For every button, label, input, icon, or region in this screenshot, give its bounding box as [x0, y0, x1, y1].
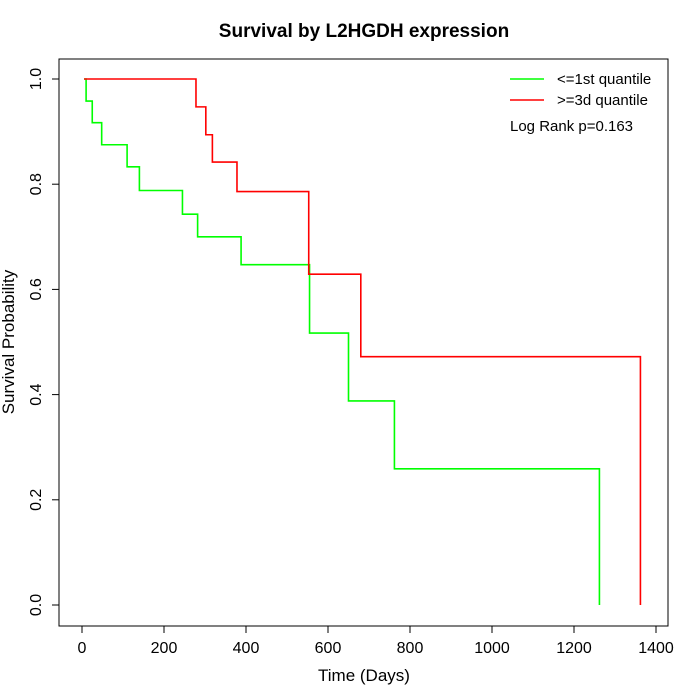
x-tick-label: 400	[233, 640, 260, 657]
series-line-1	[84, 78, 642, 605]
legend: <=1st quantile >=3d quantile	[510, 71, 651, 109]
x-tick-label: 1200	[556, 640, 592, 657]
series-layer	[84, 78, 642, 605]
y-tick-label: 1.0	[28, 68, 45, 90]
log-rank-annotation: Log Rank p=0.163	[510, 118, 633, 135]
x-axis-label: Time (Days)	[318, 666, 410, 685]
y-tick-label: 0.0	[28, 594, 45, 616]
legend-label: <=1st quantile	[557, 71, 651, 88]
x-tick-label: 1000	[474, 640, 510, 657]
x-tick-label: 600	[315, 640, 342, 657]
y-tick-label: 0.2	[28, 489, 45, 511]
series-line-0	[84, 78, 601, 605]
y-axis-label: Survival Probability	[0, 269, 18, 414]
x-tick-label: 200	[151, 640, 178, 657]
y-tick-label: 0.6	[28, 278, 45, 300]
y-axis: 0.0 0.2 0.4 0.6 0.8 1.0	[28, 68, 60, 616]
x-tick-label: 1400	[638, 640, 674, 657]
x-axis: 0 200 400 600 800 1000 1200 1400	[78, 625, 674, 657]
y-tick-label: 0.8	[28, 173, 45, 195]
chart-title: Survival by L2HGDH expression	[219, 21, 509, 42]
legend-label: >=3d quantile	[557, 92, 648, 109]
x-tick-label: 0	[78, 640, 87, 657]
x-tick-label: 800	[397, 640, 424, 657]
y-tick-label: 0.4	[28, 383, 45, 405]
